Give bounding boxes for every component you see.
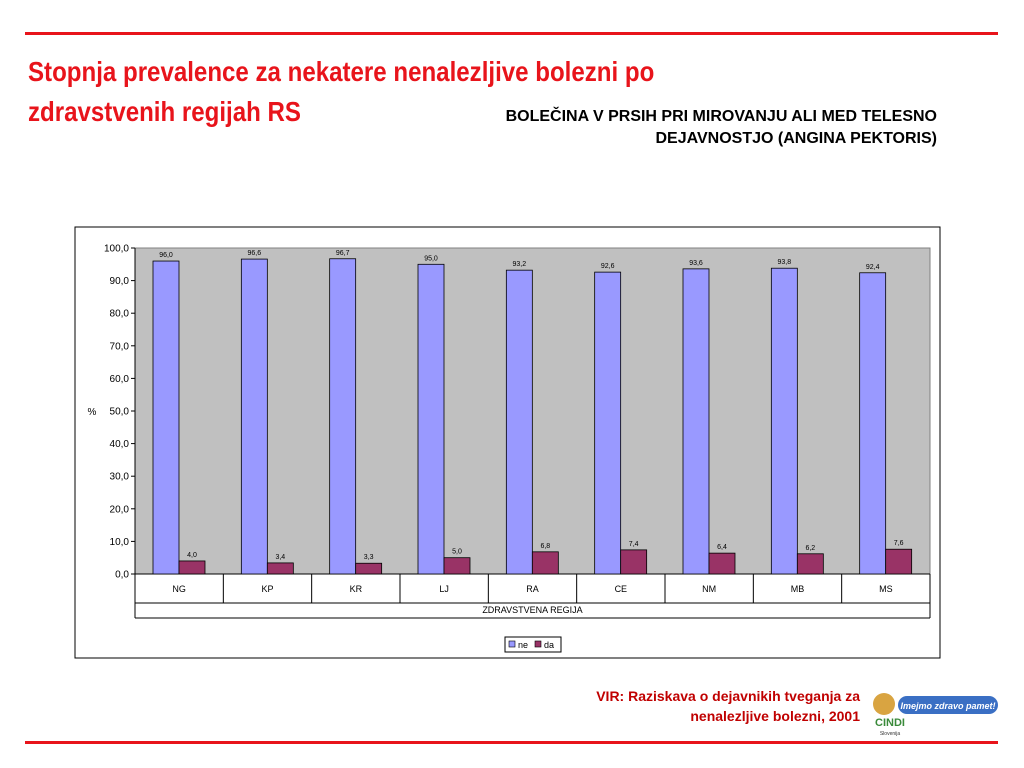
value-label: 96,6 bbox=[248, 250, 262, 257]
bar bbox=[885, 548, 913, 575]
value-label: 6,2 bbox=[805, 545, 815, 552]
bar bbox=[796, 553, 824, 575]
logo-country: Slovenija bbox=[880, 731, 901, 737]
x-tick-label: LJ bbox=[439, 584, 449, 594]
top-rule bbox=[25, 32, 998, 35]
value-label: 6,4 bbox=[717, 544, 727, 551]
y-axis-label: % bbox=[88, 407, 97, 418]
source-note: VIR: Raziskava o dejavnikih tveganja za … bbox=[596, 688, 860, 724]
bar bbox=[178, 560, 206, 575]
y-tick-label: 80,0 bbox=[110, 309, 130, 320]
value-label: 3,3 bbox=[364, 554, 374, 561]
y-tick-label: 30,0 bbox=[110, 472, 130, 483]
y-tick-label: 40,0 bbox=[110, 439, 130, 450]
y-tick-label: 10,0 bbox=[110, 537, 130, 548]
bar bbox=[770, 267, 798, 575]
y-tick-label: 70,0 bbox=[110, 341, 130, 352]
x-tick-label: KR bbox=[350, 584, 363, 594]
logo-icon bbox=[873, 693, 895, 715]
y-tick-label: 90,0 bbox=[110, 276, 130, 287]
x-tick-label: MB bbox=[791, 584, 805, 594]
x-tick-label: KP bbox=[261, 584, 273, 594]
logo: Imejmo zdravo pamet! CINDI Slovenija bbox=[873, 693, 998, 737]
bar bbox=[355, 562, 383, 575]
x-tick-label: NG bbox=[172, 584, 186, 594]
logo-name: CINDI bbox=[875, 717, 905, 729]
value-label: 7,6 bbox=[894, 540, 904, 547]
y-tick-label: 0,0 bbox=[115, 570, 129, 581]
x-tick-label: RA bbox=[526, 584, 539, 594]
legend-label: ne bbox=[518, 640, 528, 650]
y-tick-label: 50,0 bbox=[110, 407, 130, 418]
bar bbox=[682, 268, 710, 575]
value-label: 93,8 bbox=[778, 259, 792, 266]
value-label: 96,7 bbox=[336, 250, 350, 257]
legend-swatch bbox=[508, 640, 516, 648]
bar bbox=[708, 552, 736, 575]
bar bbox=[240, 258, 268, 575]
value-label: 92,4 bbox=[866, 264, 880, 271]
value-label: 3,4 bbox=[275, 554, 285, 561]
value-label: 92,6 bbox=[601, 263, 615, 270]
bar bbox=[620, 549, 648, 575]
bar bbox=[594, 271, 622, 575]
value-label: 7,4 bbox=[629, 541, 639, 548]
bar bbox=[417, 263, 445, 575]
bar bbox=[329, 258, 357, 575]
bar bbox=[505, 269, 533, 575]
value-label: 96,0 bbox=[159, 252, 173, 259]
y-tick-label: 100,0 bbox=[104, 244, 129, 255]
value-label: 5,0 bbox=[452, 549, 462, 556]
bar bbox=[859, 272, 887, 575]
x-tick-label: NM bbox=[702, 584, 716, 594]
bar bbox=[266, 562, 294, 575]
legend-box bbox=[504, 636, 562, 653]
value-label: 95,0 bbox=[424, 255, 438, 262]
x-axis-label: ZDRAVSTVENA REGIJA bbox=[482, 605, 582, 615]
y-tick-label: 20,0 bbox=[110, 504, 130, 515]
x-tick-label: MS bbox=[879, 584, 893, 594]
bar bbox=[531, 551, 559, 575]
value-label: 4,0 bbox=[187, 552, 197, 559]
bar bbox=[443, 557, 471, 575]
value-label: 6,8 bbox=[540, 543, 550, 550]
bottom-rule bbox=[25, 741, 998, 744]
value-label: 93,2 bbox=[513, 261, 527, 268]
x-tick-label: CE bbox=[615, 584, 628, 594]
logo-slogan: Imejmo zdravo pamet! bbox=[900, 701, 995, 711]
logo-banner bbox=[898, 696, 998, 714]
legend-swatch bbox=[534, 640, 542, 648]
bar bbox=[152, 260, 180, 575]
chart-title: BOLEČINA V PRSIH PRI MIROVANJU ALI MED T… bbox=[505, 108, 937, 147]
y-tick-label: 60,0 bbox=[110, 374, 130, 385]
slide-title: Stopnja prevalence za nekatere nenalezlj… bbox=[28, 56, 655, 127]
value-label: 93,6 bbox=[689, 260, 703, 267]
legend-label: da bbox=[544, 640, 554, 650]
